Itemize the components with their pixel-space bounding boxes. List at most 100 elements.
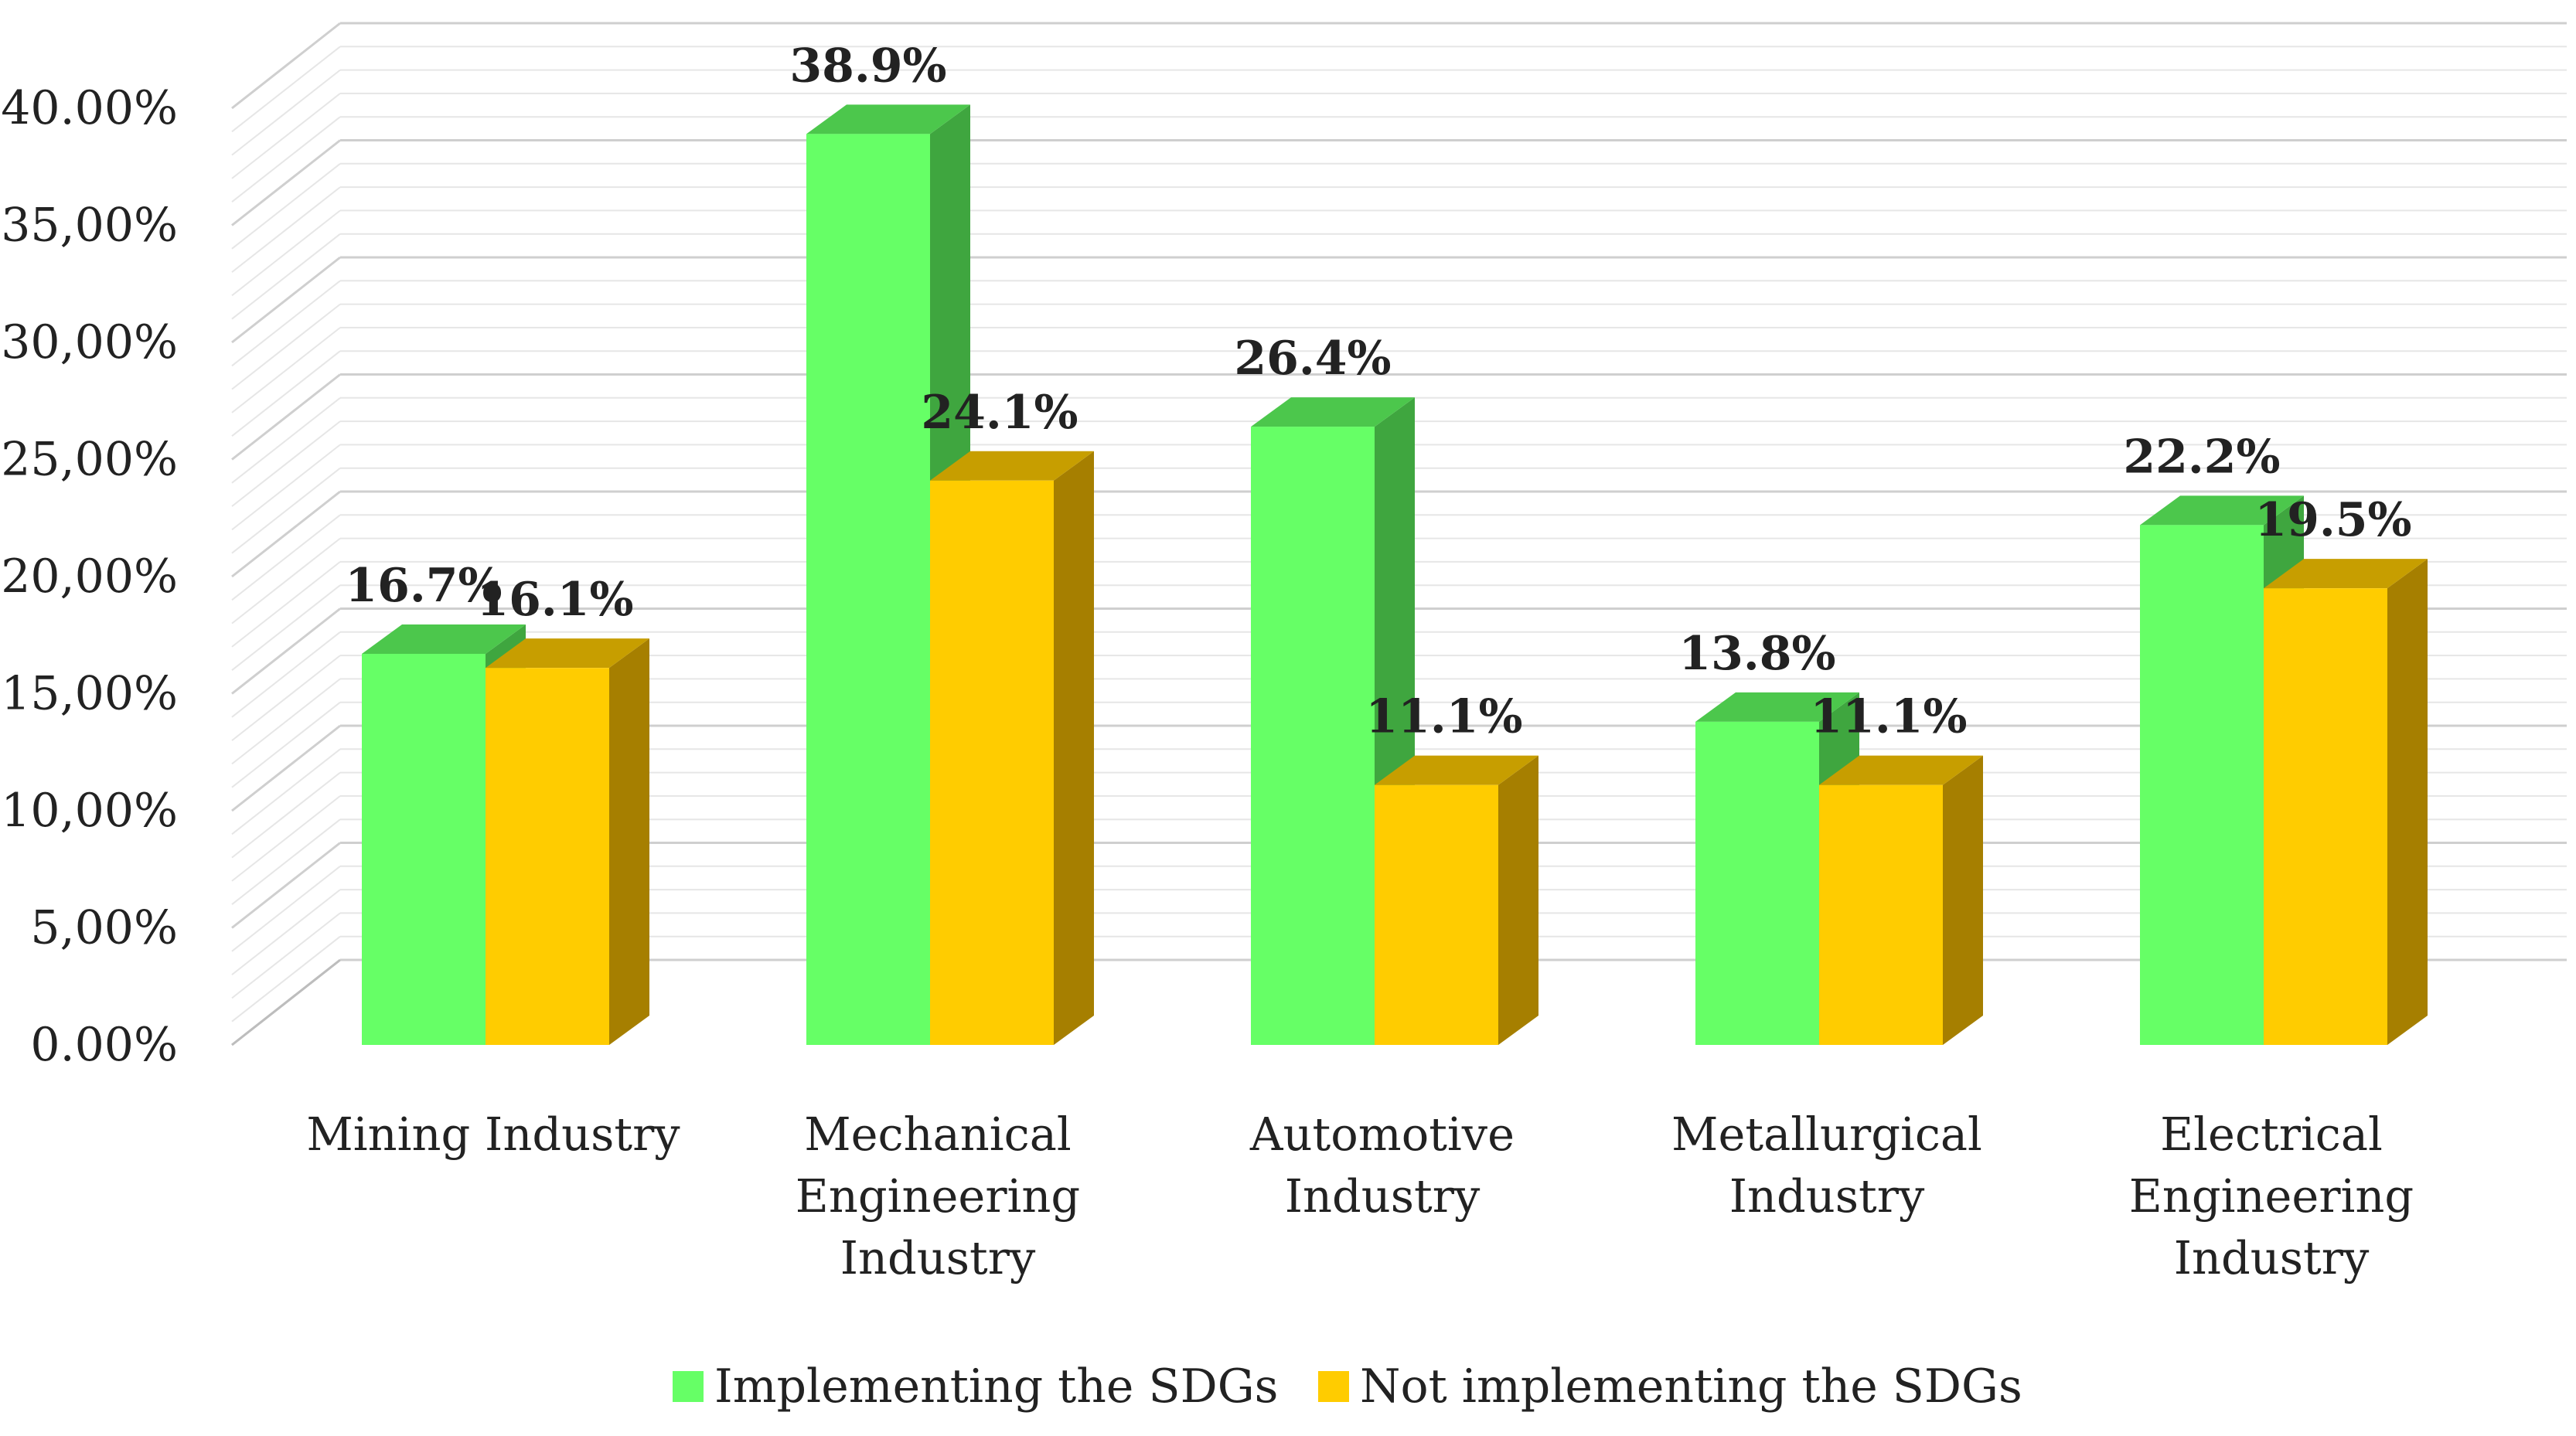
gridline-side-minor bbox=[231, 537, 341, 624]
gridline-side-minor bbox=[231, 350, 341, 437]
x-tick-label: Mining Industry bbox=[306, 1108, 680, 1161]
bar-front bbox=[486, 668, 609, 1045]
data-label: 24.1% bbox=[921, 386, 1078, 440]
gridline-side-minor bbox=[231, 935, 341, 1023]
gridline-side-major bbox=[231, 373, 341, 461]
gridline-side-minor bbox=[231, 514, 341, 601]
gridline-side-minor bbox=[231, 584, 341, 671]
gridline-side-minor bbox=[231, 233, 341, 320]
gridline-side-minor bbox=[231, 69, 341, 156]
bar-top bbox=[806, 104, 970, 134]
gridline-side-minor bbox=[231, 678, 341, 765]
data-label: 16.7% bbox=[345, 559, 502, 613]
bar-top bbox=[362, 624, 526, 654]
gridline-side-minor bbox=[231, 209, 341, 297]
gridline-side-major bbox=[231, 607, 341, 695]
gridline-side-minor bbox=[231, 912, 341, 999]
gridline-side-major bbox=[231, 490, 341, 578]
gridline-side-minor bbox=[231, 795, 341, 882]
y-tick-label: 40.00% bbox=[1, 81, 178, 135]
y-tick-label: 35,00% bbox=[1, 199, 178, 253]
x-tick-label-line: Mechanical bbox=[804, 1108, 1072, 1161]
gridline-side-minor bbox=[231, 444, 341, 531]
bar-front bbox=[1695, 721, 1819, 1045]
gridline-side-major bbox=[231, 139, 341, 226]
x-tick-label-line: Industry bbox=[1729, 1169, 1925, 1223]
y-axis-ticks: 0.00% 5,00% 10,00% 15,00% 20,00% 25,00% 30,00%… bbox=[1, 81, 178, 1072]
gridline-side-minor bbox=[231, 186, 341, 273]
bar-front bbox=[1375, 784, 1498, 1045]
bar-top bbox=[1375, 755, 1538, 785]
gridline-side-minor bbox=[231, 866, 341, 952]
legend-swatch bbox=[673, 1371, 704, 1402]
gridline-side-minor bbox=[231, 46, 341, 133]
legend-swatch bbox=[1318, 1371, 1349, 1402]
gridline-side-minor bbox=[231, 748, 341, 835]
x-tick-label-line: Industry bbox=[1285, 1169, 1481, 1223]
y-tick-label: 30,00% bbox=[1, 315, 178, 369]
x-tick-label-line: Industry bbox=[840, 1231, 1036, 1285]
bar-top bbox=[2264, 559, 2428, 589]
bar-front bbox=[806, 134, 930, 1046]
gridline-side-minor bbox=[231, 561, 341, 648]
gridline-side-minor bbox=[231, 280, 341, 367]
bar-front bbox=[930, 480, 1054, 1045]
data-label: 13.8% bbox=[1678, 627, 1835, 681]
legend-label: Not implementing the SDGs bbox=[1360, 1359, 2022, 1414]
bar-front bbox=[1251, 427, 1375, 1045]
x-tick-label-line: Electrical bbox=[2160, 1108, 2383, 1161]
bar-top bbox=[486, 638, 649, 669]
gridline-side-minor bbox=[231, 889, 341, 975]
gridline-side-minor bbox=[231, 631, 341, 718]
gridline-side-major bbox=[231, 842, 341, 929]
gridline-side-minor bbox=[231, 163, 341, 250]
y-tick-label: 5,00% bbox=[30, 901, 178, 955]
y-tick-label: 15,00% bbox=[1, 667, 178, 721]
x-tick-label-line: Metallurgical bbox=[1671, 1108, 1982, 1161]
bar-top bbox=[1251, 397, 1415, 427]
x-axis-categories: Mining Industry Mechanical Engineering Indu… bbox=[306, 1108, 2414, 1285]
x-tick-label-line: Industry bbox=[2174, 1231, 2370, 1285]
bar bbox=[1375, 755, 1538, 1045]
gridline-side-minor bbox=[231, 771, 341, 859]
x-tick-label-line: Automotive bbox=[1249, 1108, 1515, 1161]
x-tick-label: Automotive Industry bbox=[1249, 1108, 1515, 1223]
gridline-side-minor bbox=[231, 303, 341, 390]
bar-front bbox=[2140, 525, 2264, 1045]
gridline-side-major bbox=[231, 22, 341, 110]
bar bbox=[1819, 755, 1983, 1045]
x-tick-label: Metallurgical Industry bbox=[1671, 1108, 1982, 1223]
gridline-side-minor bbox=[231, 116, 341, 202]
floor-edge bbox=[231, 958, 341, 1046]
gridline-side-minor bbox=[231, 467, 341, 554]
gridline-side-minor bbox=[231, 655, 341, 741]
bar-front bbox=[2264, 588, 2387, 1045]
bar-side bbox=[609, 638, 649, 1045]
bar bbox=[930, 451, 1094, 1045]
bar-side bbox=[1054, 451, 1094, 1045]
y-tick-label: 20,00% bbox=[1, 550, 178, 604]
data-label: 19.5% bbox=[2254, 493, 2411, 547]
bar-top bbox=[1695, 692, 1859, 722]
x-tick-label: Mechanical Engineering Industry bbox=[796, 1108, 1080, 1285]
bar-front bbox=[362, 653, 486, 1045]
data-label: 11.1% bbox=[1810, 690, 1967, 744]
bar-front bbox=[1819, 784, 1943, 1045]
gridline-side-major bbox=[231, 724, 341, 812]
gridline-side-minor bbox=[231, 701, 341, 788]
x-tick-label-line: Mining Industry bbox=[306, 1108, 680, 1161]
data-labels: 16.7%16.1% 38.9% 24.1% 26.4% 11.1% 13.8% 11.1%… bbox=[345, 39, 2411, 744]
y-tick-label: 10,00% bbox=[1, 784, 178, 838]
legend-label: Implementing the SDGs bbox=[714, 1359, 1278, 1414]
gridline-side-major bbox=[231, 256, 341, 344]
bar-top bbox=[2140, 495, 2304, 526]
bar-side bbox=[1498, 755, 1538, 1045]
bar-side bbox=[1943, 755, 1983, 1045]
gridline-side-minor bbox=[231, 818, 341, 905]
bar bbox=[486, 638, 649, 1045]
y-tick-label: 0.00% bbox=[30, 1018, 178, 1072]
gridline-side-minor bbox=[231, 397, 341, 484]
gridline-side-minor bbox=[231, 420, 341, 507]
data-label: 16.1% bbox=[476, 573, 633, 627]
